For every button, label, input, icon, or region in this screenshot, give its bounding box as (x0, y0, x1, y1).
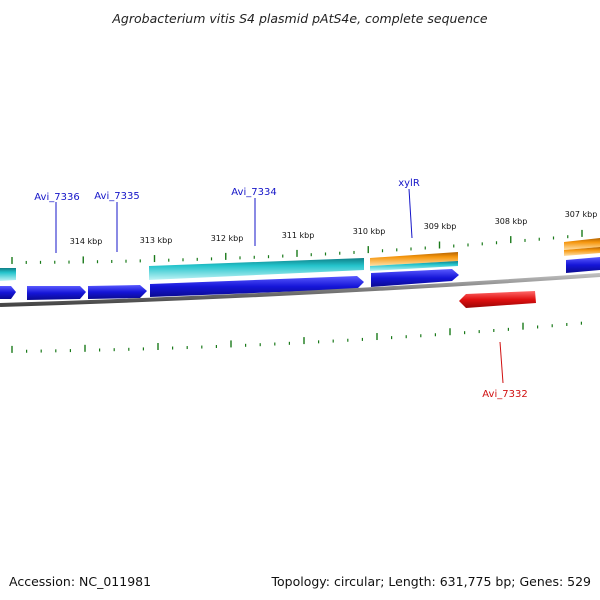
cog-feature-orange-right (564, 238, 600, 250)
outer-tick-ring (11, 229, 583, 264)
cog-feature-orange-right-lower (564, 247, 600, 256)
label-avi-7332: Avi_7332 (482, 389, 527, 400)
label-avi-7334: Avi_7334 (231, 187, 276, 198)
scale-label: 310 kbp (353, 227, 386, 236)
scale-label: 308 kbp (495, 217, 528, 226)
forward-cds-track (0, 257, 600, 300)
cog-feature-cyan-xylr (370, 261, 458, 271)
scale-label: 309 kbp (424, 222, 457, 231)
gene-labels: Avi_7336 Avi_7335 Avi_7334 xylR Avi_7332 (34, 178, 527, 400)
cds-avi-7335 (88, 285, 147, 299)
accession-label: Accession: NC_011981 (9, 574, 151, 589)
scale-label: 314 kbp (70, 237, 103, 246)
cog-feature-cyan-avi-7334 (149, 258, 364, 280)
leader-xylr (408, 188, 413, 239)
label-avi-7336: Avi_7336 (34, 192, 79, 203)
scale-label: 312 kbp (211, 234, 244, 243)
cds-avi-7334 (150, 276, 364, 297)
scale-labels: 314 kbp 313 kbp 312 kbp 311 kbp 310 kbp 309 k… (70, 210, 598, 246)
backbone-circle (0, 273, 600, 307)
cds-xylr (371, 269, 459, 287)
scale-label: 313 kbp (140, 236, 173, 245)
cog-feature-orange-xylr (370, 252, 458, 266)
topology-summary: Topology: circular; Length: 631,775 bp; … (271, 574, 592, 589)
scale-label: 307 kbp (565, 210, 598, 219)
label-xylr: xylR (398, 178, 420, 189)
scale-label: 311 kbp (282, 231, 315, 240)
cog-features (0, 238, 600, 281)
cds-forward-right (566, 257, 600, 273)
cds-avi-7332 (459, 291, 536, 308)
label-avi-7335: Avi_7335 (94, 191, 139, 202)
cds-avi-7336 (27, 286, 86, 300)
map-title: Agrobacterium vitis S4 plasmid pAtS4e, c… (111, 11, 488, 26)
inner-tick-ring (11, 321, 583, 353)
cds-forward-left (0, 286, 16, 299)
reverse-cds-track (459, 291, 536, 308)
label-leaders (55, 188, 504, 384)
cog-feature-cyan-left (0, 268, 16, 281)
leader-avi-7332 (499, 341, 504, 384)
